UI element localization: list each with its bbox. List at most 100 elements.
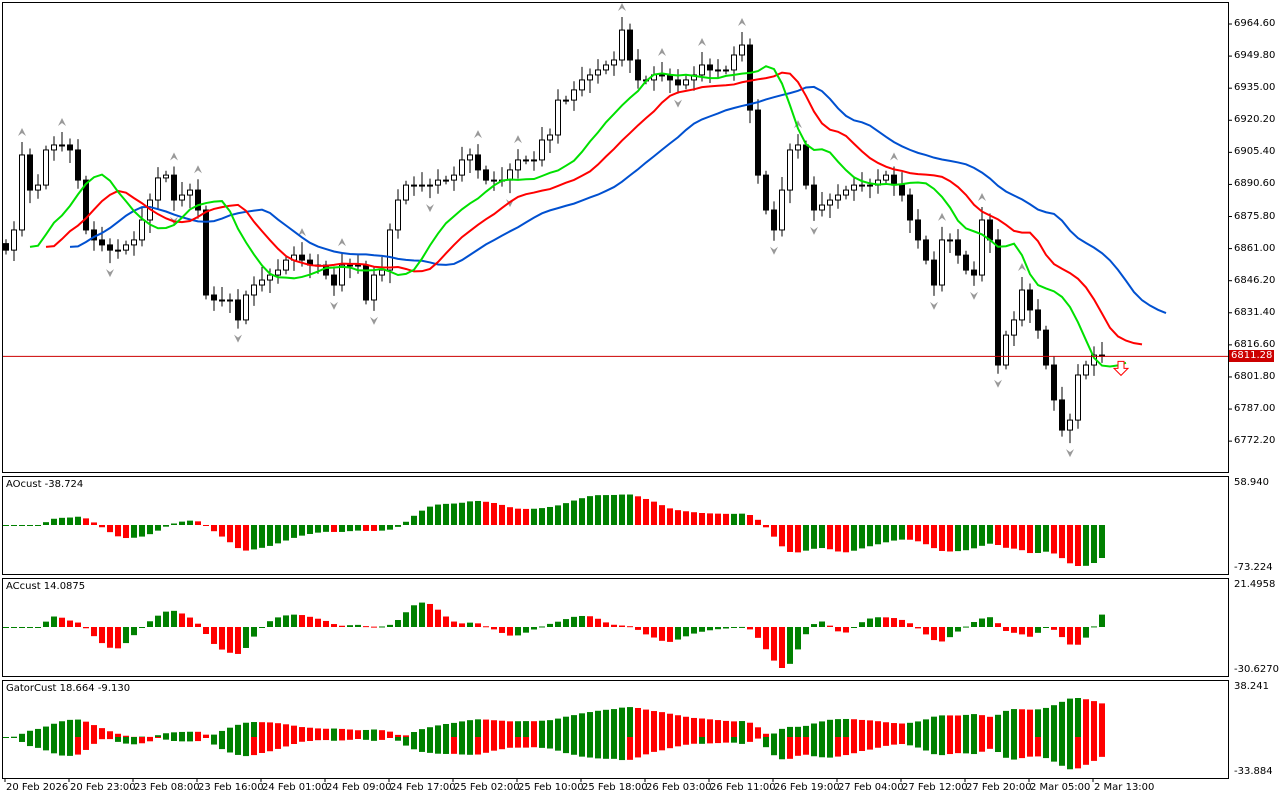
fractal-up-icon [1018, 263, 1026, 272]
ao-bar [155, 525, 161, 531]
gator-lower-bar [923, 737, 929, 751]
ac-bar [715, 627, 721, 630]
gator-lower-bar [859, 737, 865, 751]
ac-bar [419, 602, 425, 627]
gator-upper-bar [67, 719, 73, 737]
bullish-candle [419, 184, 425, 187]
ac-bar [187, 617, 193, 627]
indicator-min-label: -33.884 [1234, 766, 1273, 777]
indicator-panel [2, 680, 1229, 779]
gator-upper-bar [323, 728, 329, 737]
bullish-candle [683, 79, 689, 86]
gator-lower-bar [1075, 737, 1081, 769]
ac-bar [1027, 627, 1033, 637]
bullish-candle [283, 259, 289, 271]
indicator-panel [2, 578, 1229, 677]
ac-bar [371, 626, 377, 628]
gator-upper-bar [747, 722, 753, 737]
gator-upper-bar [427, 727, 433, 737]
ao-bar [667, 508, 673, 525]
time-tick-label: 26 Feb 11:00 [710, 782, 776, 793]
fractal-up-icon [978, 192, 986, 201]
ao-bar [371, 525, 377, 531]
fractal-up-icon [938, 212, 946, 221]
bullish-candle [859, 184, 865, 187]
ao-bar [235, 525, 241, 549]
gator-upper-bar [1075, 698, 1081, 737]
ac-bar [523, 627, 529, 633]
gator-upper-bar [531, 721, 537, 737]
ac-bar [3, 627, 9, 628]
gator-lower-bar [771, 737, 777, 756]
bearish-candle [923, 239, 929, 261]
ac-bar [435, 609, 441, 627]
price-tick-label: 6935.00 [1234, 82, 1276, 94]
gator-upper-bar [235, 724, 241, 737]
ac-bar [379, 626, 385, 628]
ac-bar [1019, 627, 1025, 635]
bearish-candle [971, 269, 977, 276]
ao-bar [403, 521, 409, 525]
gator-upper-bar [587, 712, 593, 737]
gator-lower-bar [763, 737, 769, 748]
gator-upper-bar [179, 731, 185, 737]
bullish-candle [427, 184, 433, 187]
ao-bar [459, 502, 465, 525]
gator-lower-bar [107, 737, 113, 740]
gator-lower-bar [443, 737, 449, 754]
gator-lower-bar [739, 737, 745, 744]
ao-bar [59, 517, 65, 525]
gator-upper-bar [787, 726, 793, 737]
bearish-candle [1027, 289, 1033, 311]
gator-upper-bar [899, 723, 905, 737]
ac-bar [171, 610, 177, 627]
gator-upper-bar [1035, 709, 1041, 737]
ac-bar [259, 627, 265, 628]
gator-lower-bar [1067, 737, 1073, 770]
ac-bar [1003, 627, 1009, 631]
ao-bar [131, 525, 137, 538]
ao-bar [739, 513, 745, 525]
gator-lower-bar [699, 737, 705, 744]
gator-lower-bar [43, 737, 49, 751]
main-price-panel [2, 2, 1229, 473]
gator-upper-bar [547, 720, 553, 737]
gator-lower-bar [115, 737, 121, 742]
gator-lower-bar [315, 737, 321, 741]
gator-upper-bar [803, 725, 809, 737]
gator-upper-bar [931, 716, 937, 737]
gator-lower-bar [531, 737, 537, 748]
price-tick-label: 6787.00 [1234, 403, 1276, 415]
gator-lower-bar [571, 737, 577, 755]
gator-lower-bar [203, 737, 209, 738]
gator-upper-bar [27, 730, 33, 737]
gator-upper-bar [291, 725, 297, 737]
sell-arrow-icon [1112, 360, 1130, 377]
gator-lower-bar [283, 737, 289, 747]
ac-bar [899, 619, 905, 627]
ao-bar [1091, 525, 1097, 564]
gator-lower-bar [555, 737, 561, 751]
ao-bar [1027, 525, 1033, 554]
fractal-up-icon [890, 152, 898, 161]
ao-bar [995, 525, 1001, 545]
bearish-candle [963, 254, 969, 271]
bullish-candle [515, 159, 521, 171]
gator-lower-bar [27, 737, 33, 747]
ao-bar [627, 494, 633, 525]
gator-lower-bar [219, 737, 225, 750]
gator-lower-bar [171, 737, 177, 741]
ao-bar [307, 525, 313, 534]
ac-bar [947, 627, 953, 638]
ao-bar [259, 525, 265, 548]
gator-lower-bar [427, 737, 433, 753]
bearish-candle [1059, 399, 1065, 431]
ao-bar [827, 525, 833, 550]
ao-bar [171, 523, 177, 525]
gator-upper-bar [1083, 699, 1089, 737]
gator-upper-bar [259, 722, 265, 737]
time-tick-label: 26 Feb 19:00 [774, 782, 840, 793]
gator-upper-bar [811, 723, 817, 737]
bullish-candle [163, 174, 169, 179]
